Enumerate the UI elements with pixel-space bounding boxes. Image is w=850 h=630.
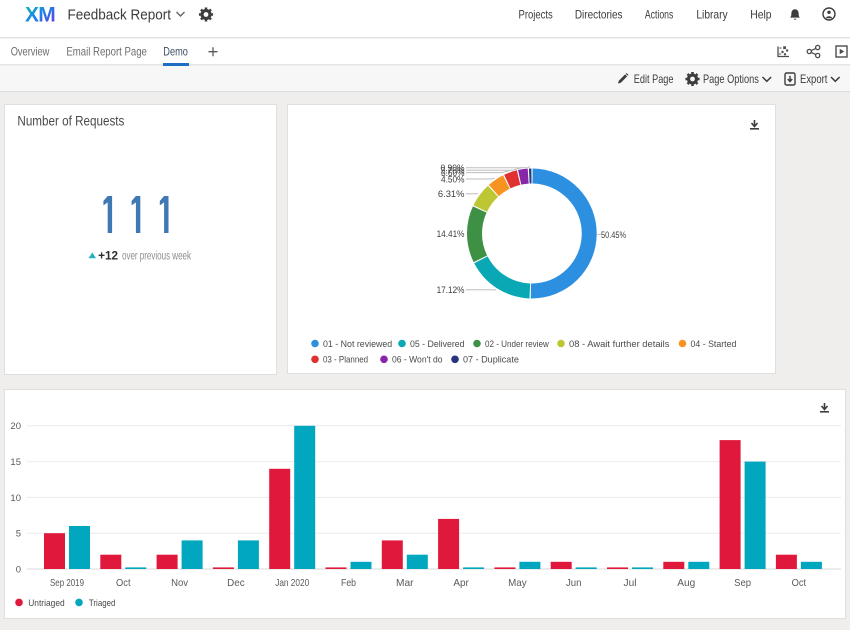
svg-text:07 - Duplicate: 07 - Duplicate xyxy=(463,355,519,366)
svg-text:3.60%: 3.60% xyxy=(441,168,465,179)
svg-text:50.45%: 50.45% xyxy=(601,230,626,241)
svg-text:Email Report Page: Email Report Page xyxy=(66,45,147,59)
svg-text:Edit Page: Edit Page xyxy=(634,72,674,86)
svg-text:+12: +12 xyxy=(98,250,118,262)
svg-text:Oct: Oct xyxy=(792,578,807,589)
svg-text:Nov: Nov xyxy=(171,578,189,589)
svg-text:Library: Library xyxy=(696,8,727,22)
svg-text:Directories: Directories xyxy=(575,8,623,22)
svg-text:Feb: Feb xyxy=(341,578,356,589)
svg-text:06 - Won't do: 06 - Won't do xyxy=(392,355,443,366)
svg-text:Aug: Aug xyxy=(677,578,695,589)
svg-text:Projects: Projects xyxy=(519,8,553,22)
svg-text:Jun: Jun xyxy=(566,578,582,589)
svg-text:Mar: Mar xyxy=(396,578,414,589)
svg-text:04 - Started: 04 - Started xyxy=(691,339,737,350)
svg-text:20: 20 xyxy=(10,421,21,432)
svg-text:01 - Not reviewed: 01 - Not reviewed xyxy=(323,339,392,350)
svg-text:Actions: Actions xyxy=(645,8,673,22)
svg-text:Sep 2019: Sep 2019 xyxy=(50,578,84,589)
svg-text:Help: Help xyxy=(750,8,772,22)
svg-text:Triaged: Triaged xyxy=(89,598,116,609)
svg-text:Untriaged: Untriaged xyxy=(28,598,64,609)
svg-text:XM: XM xyxy=(25,4,55,27)
svg-text:Jan 2020: Jan 2020 xyxy=(275,578,309,589)
svg-text:10: 10 xyxy=(10,493,21,504)
svg-text:Jul: Jul xyxy=(624,578,637,589)
svg-text:03 - Planned: 03 - Planned xyxy=(323,355,368,366)
svg-text:May: May xyxy=(508,578,527,589)
svg-text:Demo: Demo xyxy=(163,45,188,59)
svg-text:Oct: Oct xyxy=(116,578,131,589)
svg-text:08 - Await further details: 08 - Await further details xyxy=(569,339,670,350)
svg-text:Overview: Overview xyxy=(11,45,50,59)
svg-text:0: 0 xyxy=(16,564,21,575)
svg-text:Dec: Dec xyxy=(227,578,245,589)
svg-text:Page Options: Page Options xyxy=(703,72,759,86)
svg-text:Feedback Report: Feedback Report xyxy=(68,8,172,24)
svg-text:14.41%: 14.41% xyxy=(437,229,465,240)
svg-text:Number of Requests: Number of Requests xyxy=(17,114,124,129)
svg-text:02 - Under review: 02 - Under review xyxy=(485,339,549,350)
svg-text:Apr: Apr xyxy=(453,578,469,589)
svg-text:17.12%: 17.12% xyxy=(437,285,465,296)
svg-text:05 - Delivered: 05 - Delivered xyxy=(410,339,465,350)
svg-text:5: 5 xyxy=(16,529,21,540)
svg-text:Sep: Sep xyxy=(734,578,751,589)
svg-text:Export: Export xyxy=(800,72,828,86)
svg-text:4.50%: 4.50% xyxy=(441,174,465,185)
svg-text:6.31%: 6.31% xyxy=(438,189,465,200)
svg-text:0.90%: 0.90% xyxy=(441,163,465,174)
svg-text:15: 15 xyxy=(10,457,21,468)
svg-text:over previous week: over previous week xyxy=(122,250,191,262)
svg-text:2.70%: 2.70% xyxy=(441,166,465,177)
